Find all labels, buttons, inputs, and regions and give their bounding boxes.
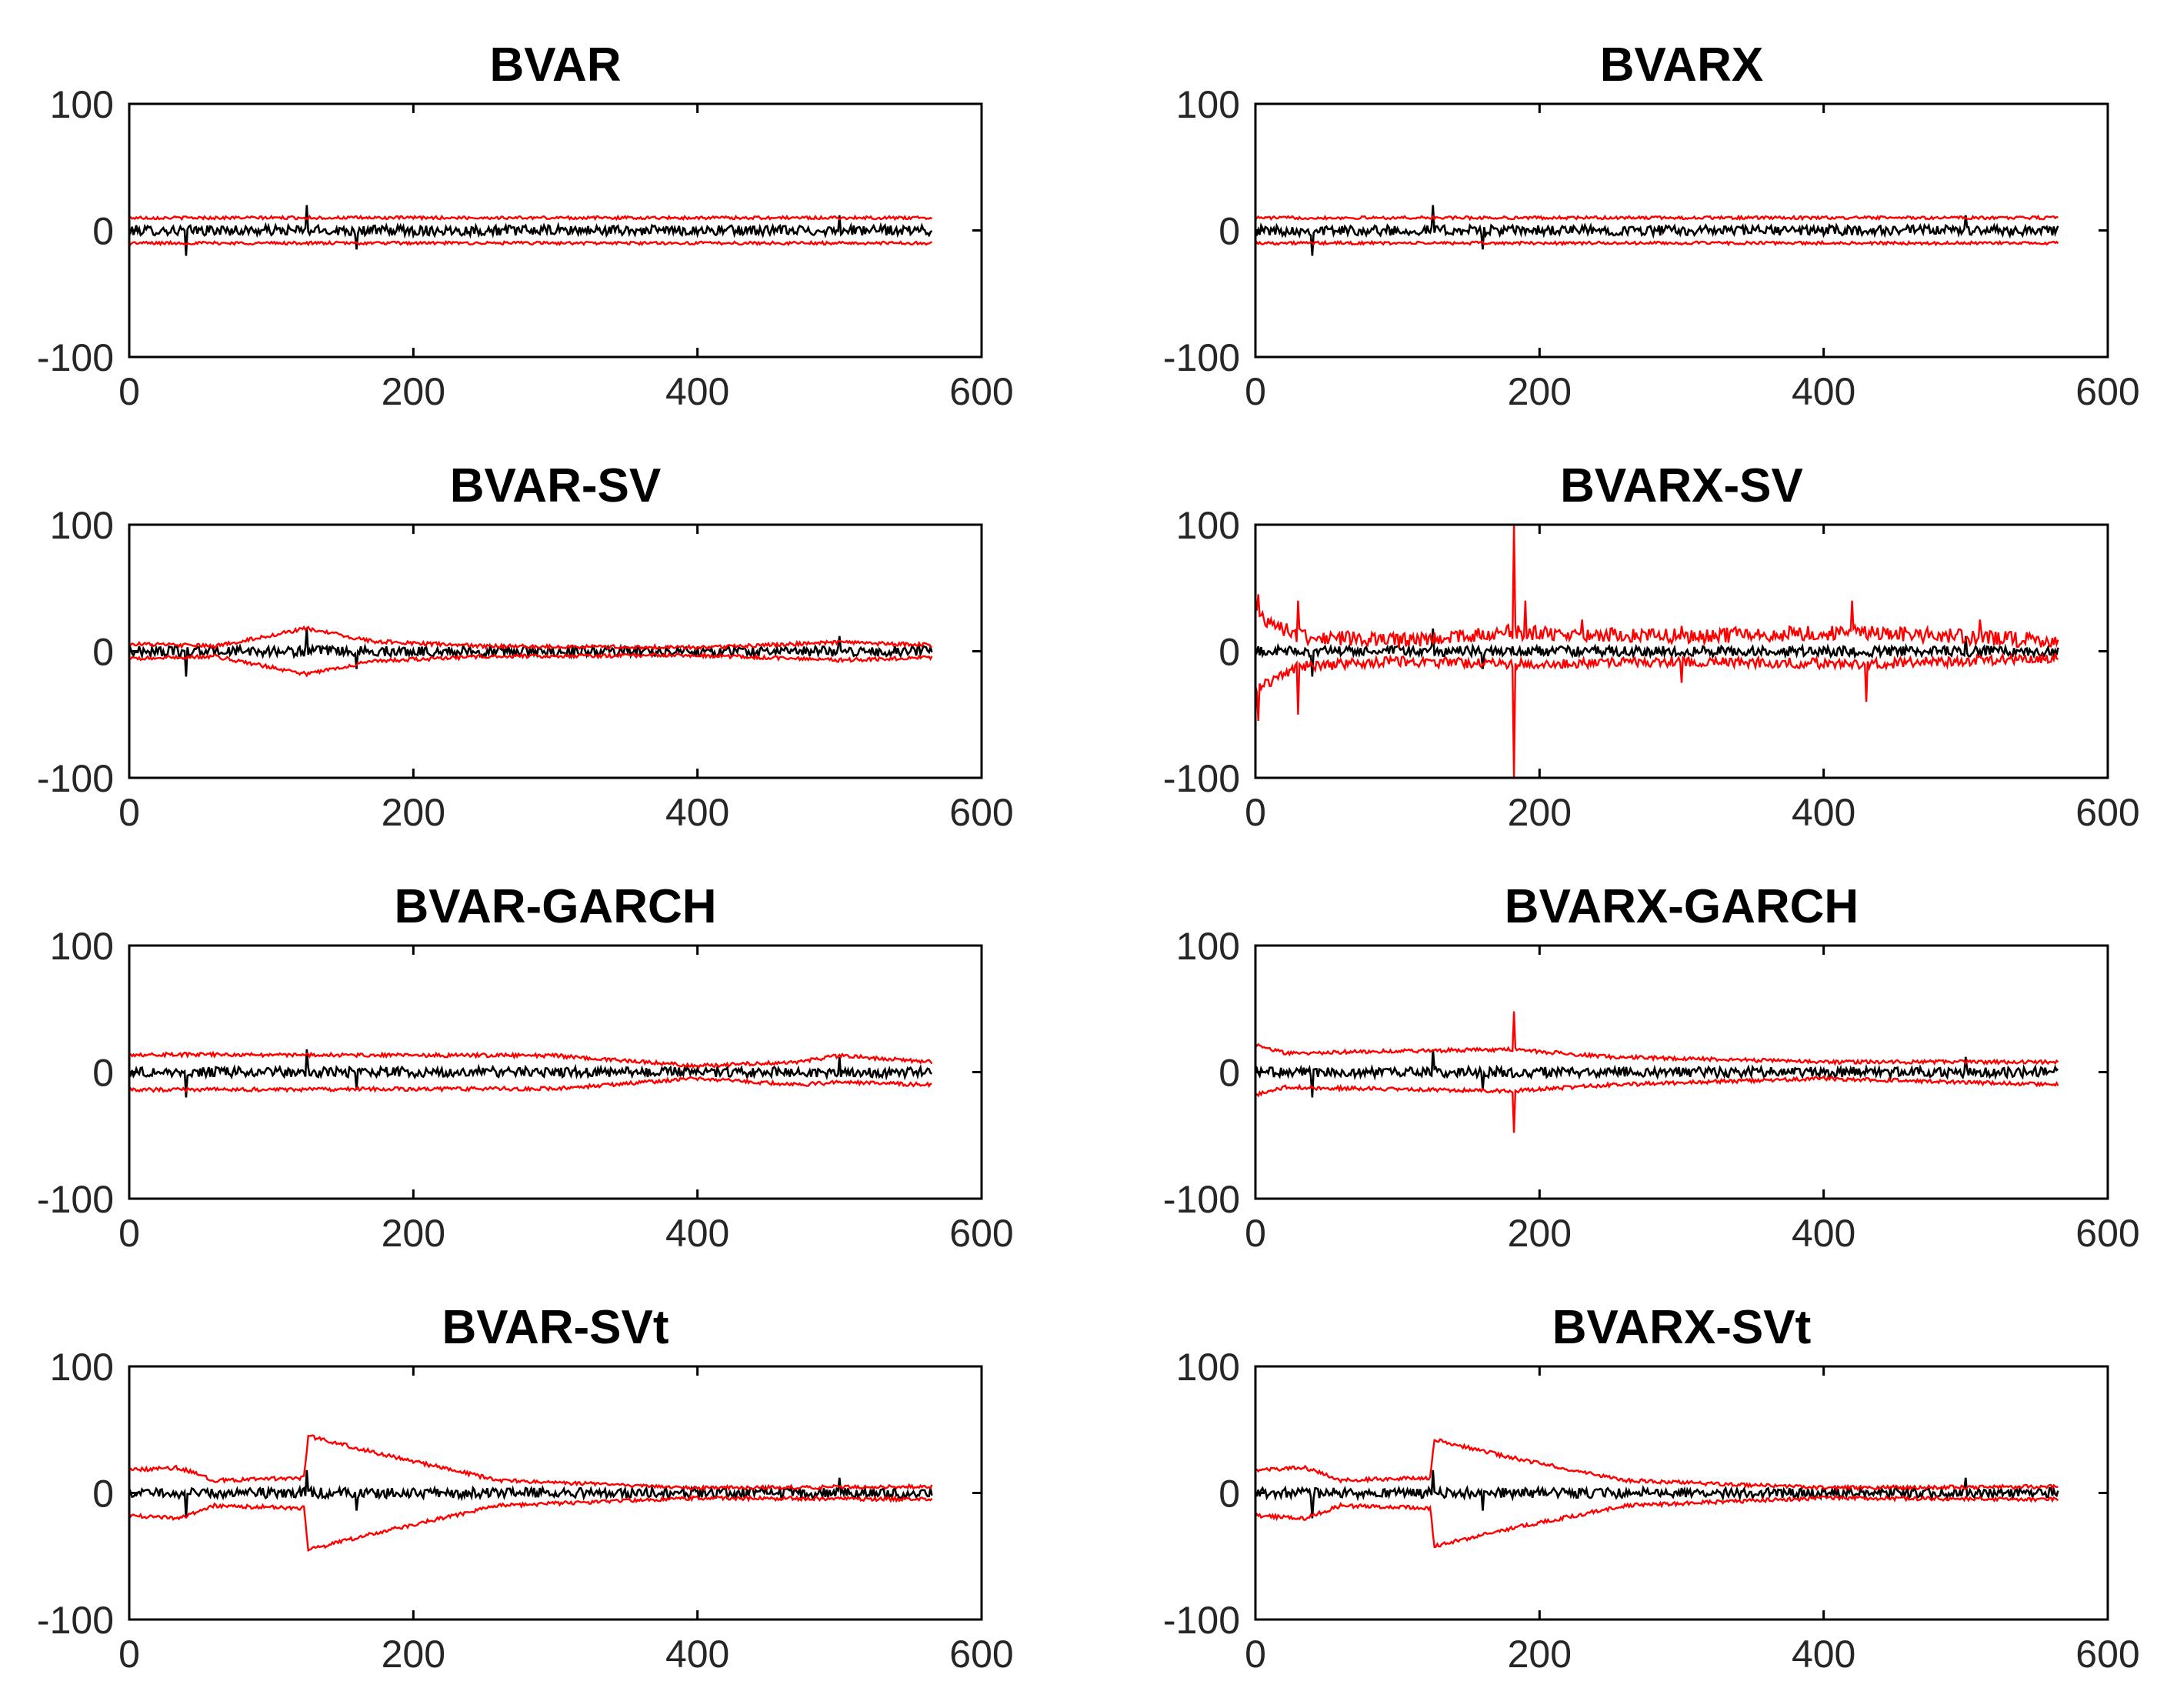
series-actual	[129, 1049, 933, 1098]
x-tick-label: 200	[382, 791, 445, 834]
y-tick-label: 100	[50, 1346, 114, 1389]
series-upper-band	[1255, 1011, 2059, 1066]
series-lower-band	[1255, 1495, 2059, 1549]
y-tick-label: 100	[1176, 925, 1240, 968]
x-tick-label: 600	[2075, 370, 2139, 413]
x-tick-label: 400	[665, 1633, 729, 1676]
series-upper-band	[129, 625, 932, 651]
x-tick-label: 0	[118, 1212, 140, 1255]
series-actual	[129, 1469, 933, 1519]
x-tick-label: 200	[382, 1633, 445, 1676]
series-lower-band	[129, 239, 933, 247]
series-upper-band	[129, 214, 933, 222]
x-tick-label: 400	[1792, 791, 1855, 834]
x-tick-label: 0	[118, 370, 140, 413]
series-lower-band	[129, 1076, 932, 1093]
subplot-title: BVARX-SVt	[1552, 1301, 1811, 1354]
subplot-title: BVARX	[1600, 38, 1763, 92]
y-tick-label: -100	[1163, 336, 1240, 379]
x-tick-label: 200	[1508, 370, 1572, 413]
subplot-title: BVAR	[489, 38, 621, 92]
x-tick-label: 400	[1792, 1212, 1855, 1255]
y-tick-label: 0	[92, 210, 114, 253]
y-tick-label: 100	[50, 83, 114, 126]
y-tick-label: -100	[37, 1599, 114, 1642]
subplot-title: BVARX-SV	[1560, 459, 1803, 512]
x-tick-label: 600	[949, 370, 1013, 413]
series-upper-band	[1255, 214, 2059, 222]
y-tick-label: 100	[50, 925, 114, 968]
y-tick-label: -100	[1163, 1178, 1240, 1221]
y-tick-label: -100	[37, 1178, 114, 1221]
y-tick-label: 0	[1219, 210, 1240, 253]
x-tick-label: 400	[1792, 370, 1855, 413]
y-tick-label: 100	[1176, 1346, 1240, 1389]
x-tick-label: 400	[665, 1212, 729, 1255]
subplot-title: BVAR-SV	[450, 459, 661, 512]
series-actual	[1255, 628, 2059, 677]
series-upper-band	[1255, 1438, 2059, 1493]
series-lower-band	[129, 650, 933, 678]
x-tick-label: 600	[949, 791, 1013, 834]
y-tick-label: 0	[1219, 1052, 1240, 1095]
y-tick-label: -100	[1163, 757, 1240, 800]
x-tick-label: 600	[949, 1212, 1013, 1255]
y-tick-label: 100	[1176, 83, 1240, 126]
subplot-title: BVAR-GARCH	[394, 880, 716, 933]
x-tick-label: 0	[1245, 1633, 1266, 1676]
series-actual	[129, 628, 933, 677]
subplot-title: BVARX-GARCH	[1505, 880, 1859, 933]
y-tick-label: 0	[1219, 1473, 1240, 1516]
series-lower-band	[1255, 652, 2059, 778]
series-upper-band	[129, 1434, 933, 1492]
y-tick-label: 100	[1176, 504, 1240, 547]
x-tick-label: 0	[118, 1633, 140, 1676]
x-tick-label: 400	[665, 370, 729, 413]
x-tick-label: 600	[2075, 1633, 2139, 1676]
x-tick-label: 200	[1508, 1212, 1572, 1255]
x-tick-label: 600	[2075, 791, 2139, 834]
y-tick-label: 0	[1219, 631, 1240, 674]
series-upper-band	[129, 1050, 933, 1069]
y-tick-label: 100	[50, 504, 114, 547]
x-tick-label: 200	[382, 1212, 445, 1255]
x-tick-label: 200	[1508, 1633, 1572, 1676]
x-tick-label: 200	[382, 370, 445, 413]
x-tick-label: 400	[665, 791, 729, 834]
x-tick-label: 600	[2075, 1212, 2139, 1255]
x-tick-label: 0	[1245, 1212, 1266, 1255]
series-actual	[1255, 1469, 2059, 1519]
series-upper-band	[1255, 525, 2059, 649]
series-actual	[129, 205, 933, 256]
x-tick-label: 400	[1792, 1633, 1855, 1676]
series-lower-band	[1255, 1075, 2059, 1133]
series-actual	[1255, 205, 2059, 256]
y-tick-label: 0	[92, 1473, 114, 1516]
y-tick-label: -100	[37, 336, 114, 379]
x-tick-label: 0	[1245, 370, 1266, 413]
x-tick-label: 200	[1508, 791, 1572, 834]
series-lower-band	[1255, 239, 2059, 247]
x-tick-label: 0	[1245, 791, 1266, 834]
y-tick-label: 0	[92, 1052, 114, 1095]
subplot-title: BVAR-SVt	[442, 1301, 668, 1354]
y-tick-label: -100	[1163, 1599, 1240, 1642]
x-tick-label: 600	[949, 1633, 1013, 1676]
x-tick-label: 0	[118, 791, 140, 834]
series-lower-band	[129, 1494, 933, 1553]
series-actual	[1255, 1049, 2059, 1098]
y-tick-label: 0	[92, 631, 114, 674]
y-tick-label: -100	[37, 757, 114, 800]
